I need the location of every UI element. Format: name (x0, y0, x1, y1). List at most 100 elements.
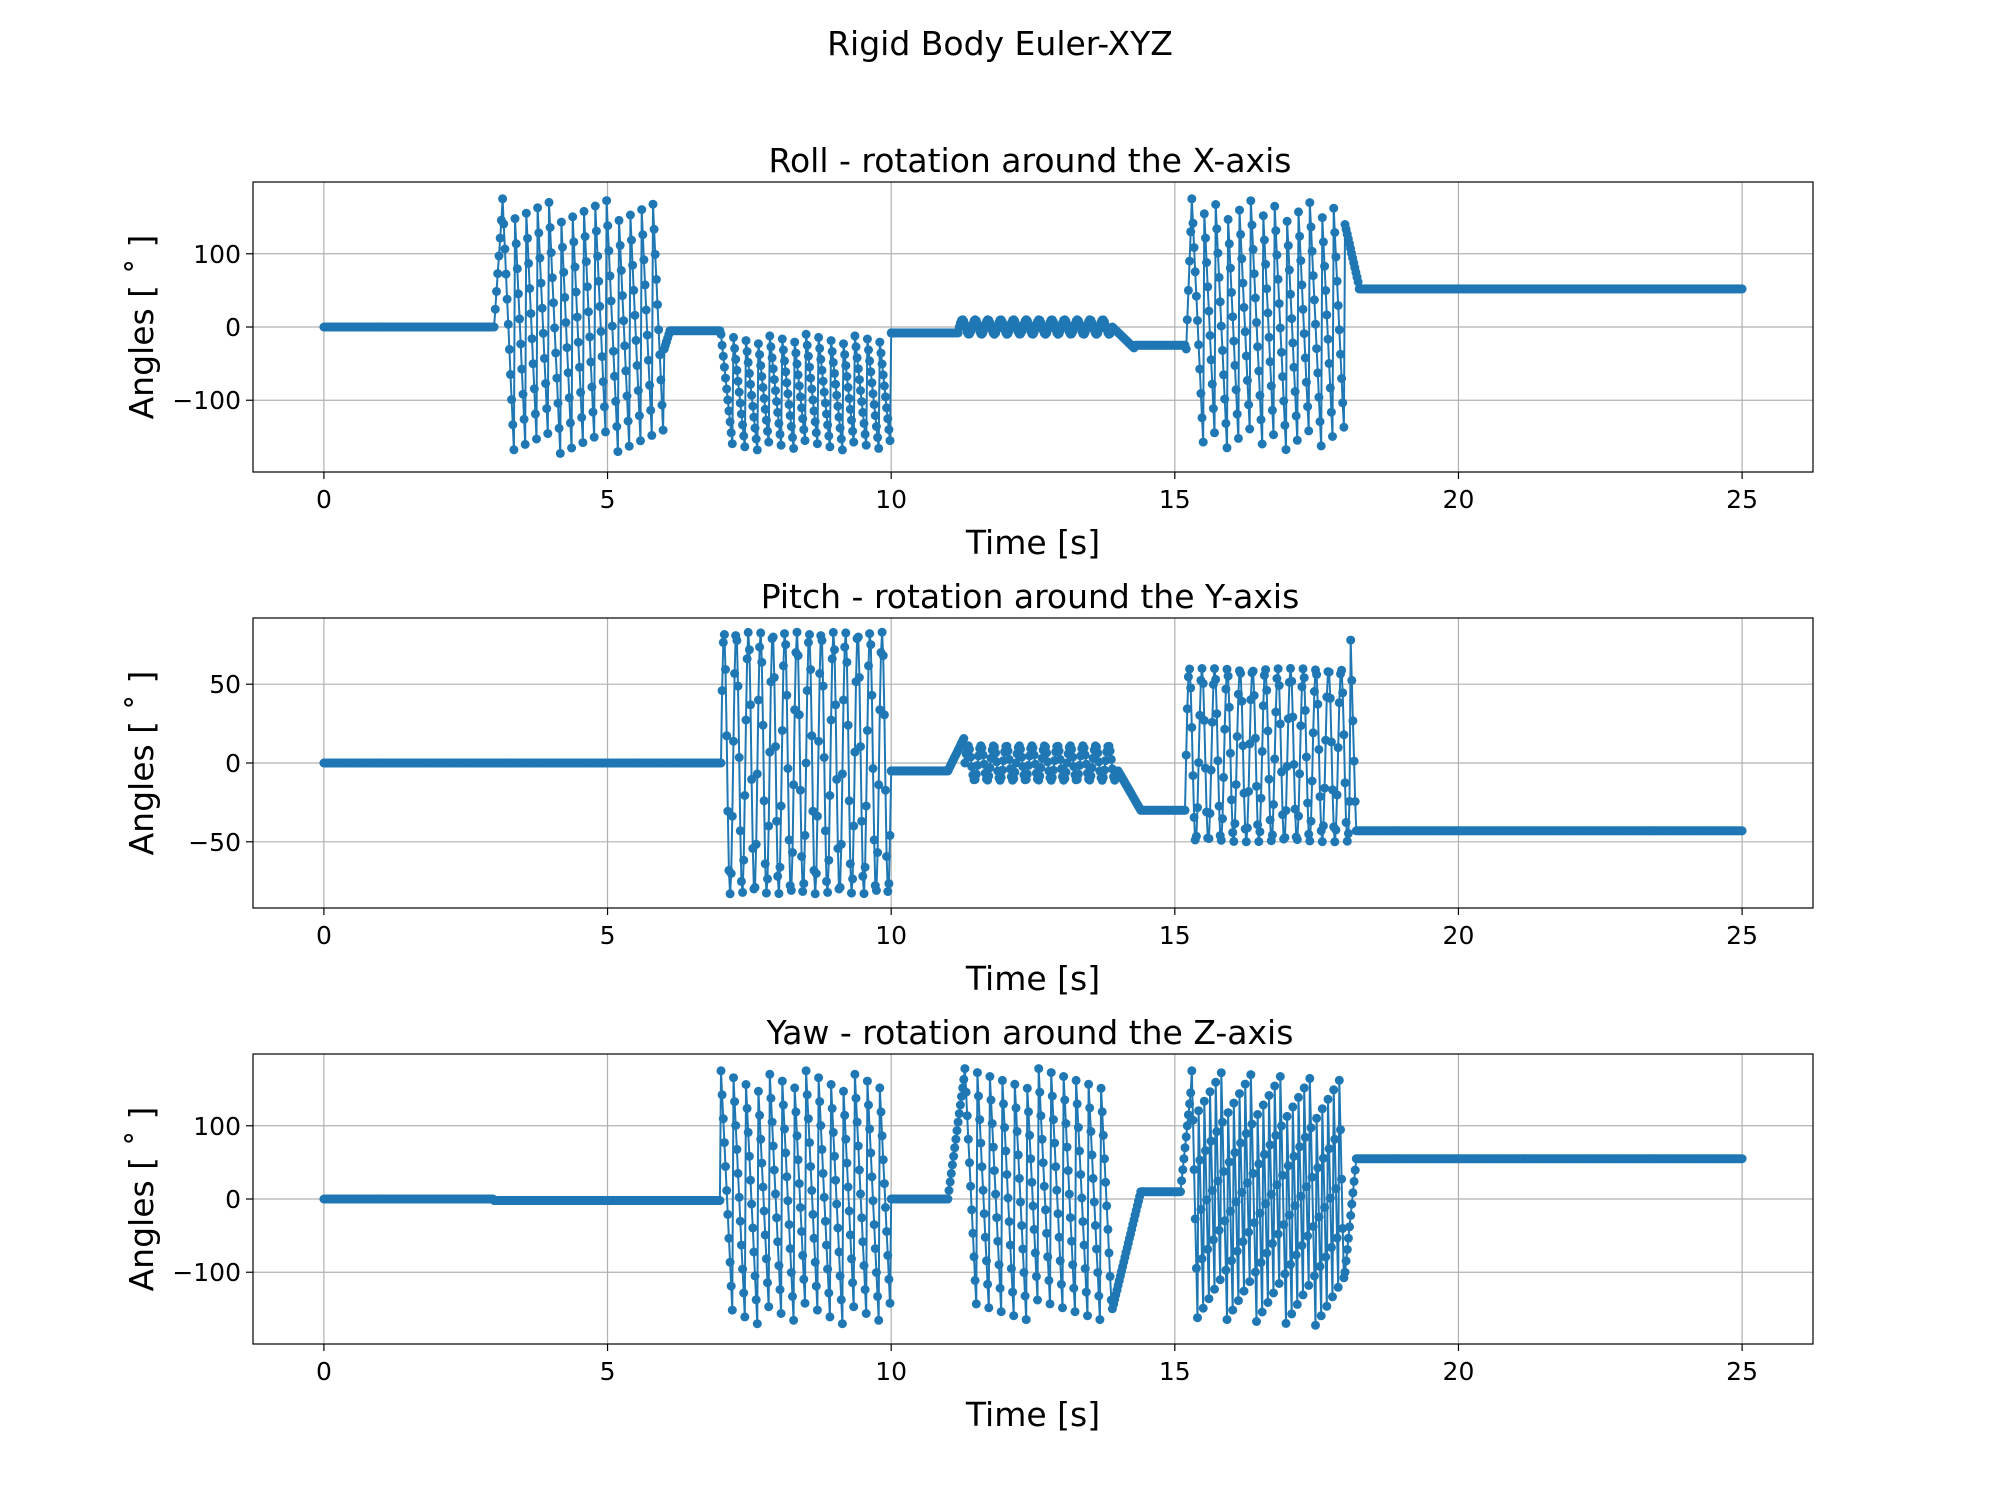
roll-data-point (528, 359, 538, 369)
roll-data-point (1210, 428, 1219, 438)
pitch-data-point (972, 760, 982, 770)
roll-data-point (800, 436, 810, 446)
yaw-data-point (738, 1264, 748, 1274)
yaw-data-point (1098, 1130, 1108, 1140)
pitch-data-point (835, 882, 845, 892)
pitch-data-point (842, 657, 852, 667)
pitch-data-point (1211, 674, 1221, 684)
roll-data-point (723, 395, 733, 405)
yaw-data-point (795, 1203, 805, 1212)
roll-data-point (753, 339, 763, 349)
roll-data-point (639, 255, 649, 265)
yaw-data-point (1201, 1146, 1210, 1156)
pitch-data-point (786, 885, 796, 895)
roll-data-point (1298, 304, 1308, 314)
yaw-data-point (805, 1138, 814, 1148)
roll-data-point (1315, 417, 1325, 427)
roll-data-point (1253, 342, 1263, 352)
roll-data-point (519, 414, 529, 424)
pitch-data-point (1048, 765, 1058, 775)
roll-data-point (879, 381, 889, 391)
yaw-data-point (716, 1066, 726, 1076)
roll-data-point (589, 432, 599, 442)
yaw-data-point (824, 1288, 834, 1298)
yaw-data-point (783, 1196, 793, 1206)
yaw-data-point (1064, 1189, 1074, 1199)
pitch-data-point (824, 855, 834, 865)
pitch-data-point (743, 627, 753, 637)
yaw-data-point (797, 1227, 807, 1236)
pitch-data-point (1197, 664, 1207, 673)
yaw-data-point (1290, 1201, 1300, 1211)
pitch-data-point (1067, 744, 1077, 754)
roll-data-point (1238, 278, 1248, 288)
roll-data-point (607, 321, 617, 331)
yaw-data-point (1224, 1157, 1234, 1167)
roll-data-point (835, 423, 845, 433)
yaw-data-point (1348, 1188, 1358, 1198)
pitch-data-point (803, 637, 813, 647)
yaw-data-point (1270, 1081, 1280, 1091)
yaw-data-point (819, 1192, 829, 1202)
yaw-data-point (993, 1236, 1003, 1246)
yaw-data-point (828, 1127, 838, 1137)
yaw-data-point (1006, 1264, 1016, 1274)
pitch-data-point (794, 710, 804, 720)
yaw-data-point (871, 1268, 881, 1277)
yaw-data-point (988, 1142, 998, 1152)
roll-data-point (773, 407, 783, 417)
yaw-ytick-label: −100 (172, 1258, 241, 1287)
roll-data-point (620, 341, 630, 351)
yaw-data-point (833, 1223, 843, 1233)
pitch-data-point (734, 753, 744, 762)
yaw-data-point (985, 1072, 995, 1081)
yaw-data-point (857, 1213, 867, 1223)
roll-data-point (1216, 321, 1226, 331)
pitch-data-point (1300, 705, 1310, 715)
roll-data-point (545, 223, 555, 232)
roll-data-point (619, 316, 629, 326)
pitch-data-point (1029, 750, 1039, 760)
yaw-data-point (1272, 1180, 1282, 1190)
roll-data-point (511, 239, 521, 249)
roll-data-point (641, 305, 651, 315)
pitch-data-point (881, 785, 890, 795)
yaw-data-point (1207, 1186, 1217, 1195)
roll-data-point (1235, 205, 1244, 215)
roll-data-point (494, 251, 504, 261)
roll-data-point (826, 336, 836, 346)
roll-data-point (738, 420, 748, 430)
yaw-data-point (775, 1285, 785, 1295)
pitch-data-point (822, 876, 831, 886)
roll-data-point (775, 429, 785, 439)
yaw-data-point (764, 1302, 774, 1312)
pitch-data-point (718, 637, 728, 647)
yaw-data-point (1061, 1119, 1071, 1128)
pitch-data-point (1061, 767, 1071, 777)
roll-data-point (493, 269, 503, 279)
yaw-data-point (1038, 1158, 1048, 1168)
yaw-data-point (836, 1295, 846, 1305)
roll-data-point (1316, 441, 1326, 451)
roll-data-point (640, 280, 650, 290)
yaw-data-point (856, 1189, 865, 1199)
pitch-data-point (1054, 746, 1064, 756)
yaw-data-point (976, 1138, 986, 1148)
yaw-data-point (1277, 1121, 1286, 1131)
roll-data-point (755, 350, 765, 360)
yaw-data-point (715, 1196, 725, 1205)
yaw-data-point (980, 1232, 990, 1242)
yaw-data-point (767, 1117, 777, 1127)
pitch-data-point (874, 780, 884, 790)
roll-data-point (860, 429, 870, 439)
pitch-data-point (1182, 704, 1192, 714)
yaw-data-point (1050, 1138, 1060, 1148)
yaw-data-point (753, 1086, 763, 1096)
roll-data-point (586, 357, 596, 367)
yaw-xtick-label: 20 (1443, 1357, 1475, 1386)
roll-data-point (525, 284, 535, 293)
yaw-xtick-label: 10 (875, 1357, 907, 1386)
yaw-data-point (830, 1151, 839, 1161)
pitch-data-point (966, 752, 976, 762)
roll-data-point (617, 291, 627, 301)
